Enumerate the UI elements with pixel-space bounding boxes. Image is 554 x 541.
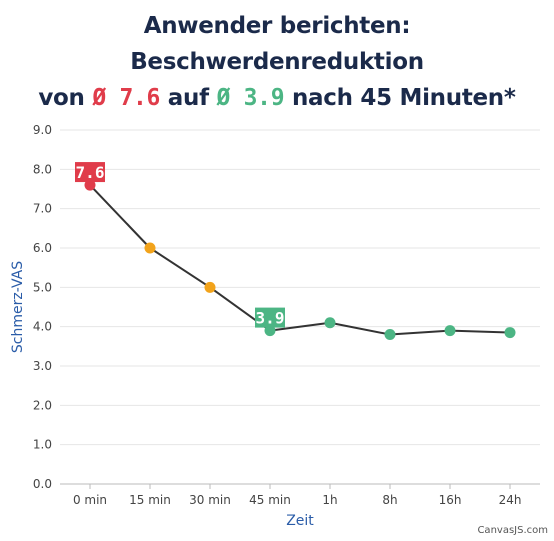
x-tick-label: 0 min (73, 493, 107, 507)
data-label: 7.6 (76, 163, 105, 182)
y-tick-label: 0.0 (33, 477, 52, 491)
title-text-auf: auf (160, 85, 217, 111)
data-label-box (75, 162, 105, 183)
data-label-box (255, 307, 285, 328)
x-tick-label: 30 min (189, 493, 231, 507)
y-tick-label: 6.0 (33, 241, 52, 255)
data-point (204, 281, 216, 293)
data-point (504, 327, 516, 339)
data-point (264, 325, 276, 337)
x-tick-label: 1h (322, 493, 337, 507)
data-point (384, 329, 396, 341)
data-label: 3.9 (256, 309, 285, 328)
y-tick-label: 7.0 (33, 202, 52, 216)
chart-title: Anwender berichten: Beschwerdenreduktion… (0, 8, 554, 116)
x-tick-label: 15 min (129, 493, 171, 507)
y-tick-label: 2.0 (33, 398, 52, 412)
y-axis-title: Schmerz-VAS (10, 261, 26, 353)
title-start-value: Ø 7.6 (92, 85, 161, 111)
title-text-suffix: nach 45 Minuten* (284, 85, 516, 111)
y-tick-label: 5.0 (33, 280, 52, 294)
y-tick-label: 3.0 (33, 359, 52, 373)
x-tick-label: 24h (499, 493, 522, 507)
data-point (84, 179, 96, 191)
data-point (324, 317, 336, 329)
y-tick-label: 1.0 (33, 438, 52, 452)
data-point (144, 242, 156, 254)
x-tick-label: 45 min (249, 493, 291, 507)
y-tick-label: 9.0 (33, 123, 52, 137)
x-axis-title: Zeit (286, 513, 314, 529)
x-tick-label: 16h (439, 493, 462, 507)
credit-text: CanvasJS.com (477, 525, 548, 536)
chart-title-line2: von Ø 7.6 auf Ø 3.9 nach 45 Minuten* (0, 80, 554, 116)
y-tick-label: 4.0 (33, 320, 52, 334)
chart-title-line1: Anwender berichten: Beschwerdenreduktion (130, 13, 424, 75)
title-end-value: Ø 3.9 (216, 85, 285, 111)
series-line (89, 184, 511, 336)
x-tick-label: 8h (382, 493, 397, 507)
title-text-von: von (38, 85, 93, 111)
y-tick-label: 8.0 (33, 162, 52, 176)
data-point (444, 325, 456, 337)
